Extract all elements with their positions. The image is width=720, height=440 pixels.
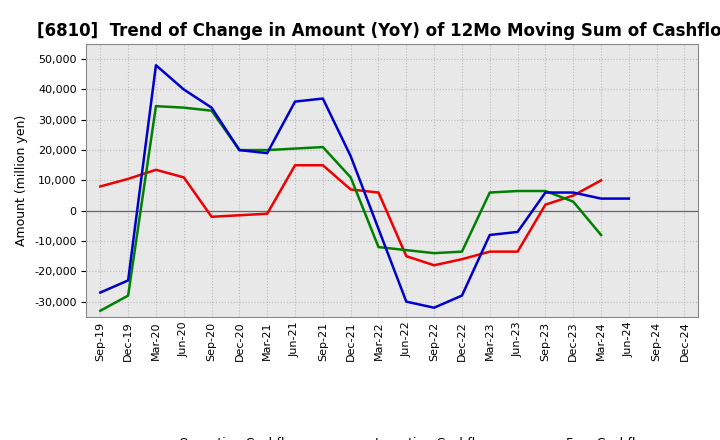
Investing Cashflow	[458, 249, 467, 254]
Free Cashflow	[430, 305, 438, 310]
Investing Cashflow	[402, 247, 410, 253]
Free Cashflow	[458, 293, 467, 298]
Free Cashflow	[346, 154, 355, 159]
Investing Cashflow	[485, 190, 494, 195]
Operating Cashflow	[263, 211, 271, 216]
Investing Cashflow	[235, 147, 243, 153]
Investing Cashflow	[152, 103, 161, 109]
Free Cashflow	[235, 147, 243, 153]
Operating Cashflow	[374, 190, 383, 195]
Operating Cashflow	[207, 214, 216, 220]
Line: Operating Cashflow: Operating Cashflow	[100, 165, 601, 265]
Investing Cashflow	[318, 144, 327, 150]
Operating Cashflow	[541, 202, 550, 207]
Investing Cashflow	[513, 188, 522, 194]
Investing Cashflow	[207, 108, 216, 114]
Free Cashflow	[541, 190, 550, 195]
Free Cashflow	[485, 232, 494, 238]
Title: [6810]  Trend of Change in Amount (YoY) of 12Mo Moving Sum of Cashflows: [6810] Trend of Change in Amount (YoY) o…	[37, 22, 720, 40]
Investing Cashflow	[374, 245, 383, 250]
Operating Cashflow	[96, 184, 104, 189]
Operating Cashflow	[597, 178, 606, 183]
Operating Cashflow	[485, 249, 494, 254]
Investing Cashflow	[346, 175, 355, 180]
Operating Cashflow	[124, 176, 132, 182]
Operating Cashflow	[569, 193, 577, 198]
Free Cashflow	[318, 96, 327, 101]
Free Cashflow	[291, 99, 300, 104]
Line: Free Cashflow: Free Cashflow	[100, 65, 629, 308]
Free Cashflow	[96, 290, 104, 295]
Legend: Operating Cashflow, Investing Cashflow, Free Cashflow: Operating Cashflow, Investing Cashflow, …	[127, 432, 658, 440]
Free Cashflow	[124, 278, 132, 283]
Free Cashflow	[402, 299, 410, 304]
Operating Cashflow	[402, 253, 410, 259]
Free Cashflow	[152, 62, 161, 68]
Operating Cashflow	[179, 175, 188, 180]
Free Cashflow	[513, 229, 522, 235]
Free Cashflow	[207, 105, 216, 110]
Investing Cashflow	[597, 232, 606, 238]
Investing Cashflow	[430, 250, 438, 256]
Investing Cashflow	[541, 188, 550, 194]
Operating Cashflow	[430, 263, 438, 268]
Operating Cashflow	[291, 163, 300, 168]
Investing Cashflow	[124, 293, 132, 298]
Investing Cashflow	[179, 105, 188, 110]
Operating Cashflow	[346, 187, 355, 192]
Operating Cashflow	[152, 167, 161, 172]
Free Cashflow	[624, 196, 633, 201]
Investing Cashflow	[291, 146, 300, 151]
Operating Cashflow	[458, 257, 467, 262]
Free Cashflow	[597, 196, 606, 201]
Line: Investing Cashflow: Investing Cashflow	[100, 106, 601, 311]
Operating Cashflow	[513, 249, 522, 254]
Free Cashflow	[179, 87, 188, 92]
Free Cashflow	[374, 226, 383, 231]
Free Cashflow	[263, 150, 271, 156]
Free Cashflow	[569, 190, 577, 195]
Y-axis label: Amount (million yen): Amount (million yen)	[16, 115, 29, 246]
Investing Cashflow	[96, 308, 104, 313]
Operating Cashflow	[235, 213, 243, 218]
Investing Cashflow	[263, 147, 271, 153]
Operating Cashflow	[318, 163, 327, 168]
Investing Cashflow	[569, 199, 577, 204]
